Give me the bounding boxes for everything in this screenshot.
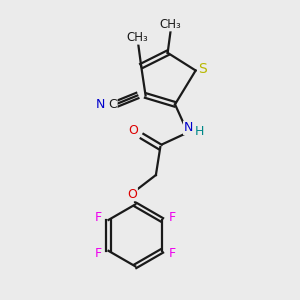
Text: CH₃: CH₃: [160, 18, 182, 31]
Text: O: O: [128, 188, 137, 201]
Text: CH₃: CH₃: [126, 31, 148, 44]
Text: H: H: [195, 125, 204, 138]
Text: S: S: [198, 62, 206, 76]
Text: F: F: [169, 247, 176, 260]
Text: F: F: [94, 211, 102, 224]
Text: N: N: [96, 98, 106, 111]
Text: F: F: [94, 247, 102, 260]
Text: F: F: [169, 211, 176, 224]
Text: O: O: [128, 124, 138, 137]
Text: N: N: [184, 122, 193, 134]
Text: C: C: [108, 98, 117, 111]
